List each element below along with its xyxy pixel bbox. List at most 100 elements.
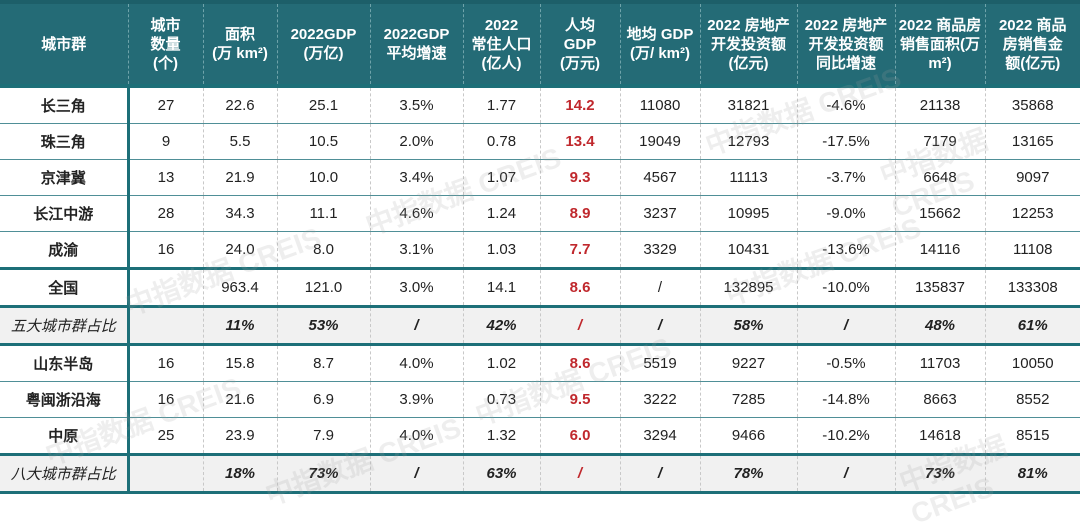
table-cell: 4567 <box>619 159 700 196</box>
table-cell: 13 <box>127 159 203 196</box>
row-label: 粤闽浙沿海 <box>0 381 130 418</box>
row-label: 山东半岛 <box>0 344 130 382</box>
table-cell: 1.32 <box>462 417 540 455</box>
table-cell: 5519 <box>619 344 700 382</box>
table-cell: 15662 <box>894 195 985 232</box>
table-cell: / <box>796 453 895 494</box>
row-label: 八大城市群占比 <box>0 453 130 494</box>
table-cell: 11113 <box>699 159 797 196</box>
table-cell: -17.5% <box>796 123 895 160</box>
table-cell: 9.5 <box>539 381 620 418</box>
table-cell: 4.0% <box>369 344 463 382</box>
header-row: 城市群 城市 数量 (个) 面积 (万 km²) 2022GDP (万亿) 2022GD… <box>0 2 1080 86</box>
table-row: 珠三角 9 5.5 10.5 2.0% 0.78 13.4 19049 12793 -17.5% 7… <box>0 123 1080 160</box>
table-cell: -9.0% <box>796 195 895 232</box>
table-cell: 1.02 <box>462 344 540 382</box>
table-cell: 8.6 <box>539 267 620 307</box>
table-cell: 5.5 <box>202 123 277 160</box>
table-cell: 24.0 <box>202 231 277 269</box>
table-row: 五大城市群占比 11% 53%/42% //58%/48% 61% <box>0 305 1080 346</box>
table-cell: 61% <box>984 305 1080 346</box>
table-row: 八大城市群占比 18% 73%/63% //78%/73% 81% <box>0 453 1080 494</box>
table-row: 全国 963.4 121.0 3.0% 14.1 8.6/132895 -10.0% 1358… <box>0 267 1080 307</box>
table-cell: 16 <box>127 344 203 382</box>
table-cell: 3237 <box>619 195 700 232</box>
table-cell: 3294 <box>619 417 700 455</box>
table-cell: 11% <box>202 305 277 346</box>
column-header: 2022GDP 平均增速 <box>369 2 463 86</box>
table-cell: 133308 <box>984 267 1080 307</box>
table-cell: 10995 <box>699 195 797 232</box>
table-cell: 14618 <box>894 417 985 455</box>
table-cell: -3.7% <box>796 159 895 196</box>
table-cell: 1.07 <box>462 159 540 196</box>
table-cell: 6.0 <box>539 417 620 455</box>
table-cell: 27 <box>127 86 203 124</box>
table-cell: 1.24 <box>462 195 540 232</box>
table-cell: 7.7 <box>539 231 620 269</box>
table-cell: 25 <box>127 417 203 455</box>
table-cell: 18% <box>202 453 277 494</box>
column-header: 地均 GDP (万/ km²) <box>619 2 700 86</box>
row-label: 长江中游 <box>0 195 130 232</box>
column-header: 城市群 <box>0 2 128 86</box>
table-cell: 3.4% <box>369 159 463 196</box>
table-cell: 11.1 <box>276 195 370 232</box>
table-cell: 121.0 <box>276 267 370 307</box>
table-cell: 78% <box>699 453 797 494</box>
table-cell: / <box>619 267 700 307</box>
table-cell: 6648 <box>894 159 985 196</box>
table-cell: 13.4 <box>539 123 620 160</box>
table-cell: 8.6 <box>539 344 620 382</box>
table-cell: 8.0 <box>276 231 370 269</box>
table-cell: 48% <box>894 305 985 346</box>
column-header: 2022 房地产 开发投资额 同比增速 <box>796 2 895 86</box>
table-cell: 9097 <box>984 159 1080 196</box>
table-cell: 42% <box>462 305 540 346</box>
table-cell: -14.8% <box>796 381 895 418</box>
table-cell: 73% <box>276 453 370 494</box>
table-cell: 9 <box>127 123 203 160</box>
table-cell: -4.6% <box>796 86 895 124</box>
table-row: 京津冀 13 21.9 10.0 3.4% 1.07 9.3 4567 11113 -3.7% 66… <box>0 159 1080 196</box>
row-label: 五大城市群占比 <box>0 305 130 346</box>
table-row: 长江中游 28 34.3 11.1 4.6% 1.24 8.9 3237 10995 -9.0% 1… <box>0 195 1080 232</box>
table-cell: 8515 <box>984 417 1080 455</box>
table-cell: 81% <box>984 453 1080 494</box>
table-cell <box>127 453 203 494</box>
table-cell: 28 <box>127 195 203 232</box>
table-cell: 10.0 <box>276 159 370 196</box>
row-label: 京津冀 <box>0 159 130 196</box>
table-cell: 963.4 <box>202 267 277 307</box>
table-cell: 53% <box>276 305 370 346</box>
column-header: 2022GDP (万亿) <box>276 2 370 86</box>
table-cell: 135837 <box>894 267 985 307</box>
table-row: 成渝 16 24.0 8.0 3.1% 1.03 7.7 3329 10431 -13.6% 141… <box>0 231 1080 269</box>
table-cell: -0.5% <box>796 344 895 382</box>
table-cell: 8663 <box>894 381 985 418</box>
table-cell: -13.6% <box>796 231 895 269</box>
table-row: 粤闽浙沿海 16 21.6 6.9 3.9% 0.73 9.5 3222 7285 -14.8% 8… <box>0 381 1080 418</box>
table-cell: 21.6 <box>202 381 277 418</box>
column-header: 面积 (万 km²) <box>202 2 277 86</box>
table-cell: 10431 <box>699 231 797 269</box>
table-cell: 14.1 <box>462 267 540 307</box>
table-cell: 58% <box>699 305 797 346</box>
table-cell: 7179 <box>894 123 985 160</box>
table-cell: 21.9 <box>202 159 277 196</box>
table-cell: 11703 <box>894 344 985 382</box>
row-label: 全国 <box>0 267 130 307</box>
table-cell: 16 <box>127 231 203 269</box>
table-row: 中原 25 23.9 7.9 4.0% 1.32 6.0 3294 9466 -10.2% 1461… <box>0 417 1080 455</box>
table-cell <box>127 267 203 307</box>
table-cell: 3.1% <box>369 231 463 269</box>
table-cell: 8552 <box>984 381 1080 418</box>
table-cell: 1.03 <box>462 231 540 269</box>
table-cell: / <box>539 453 620 494</box>
table-cell: 12793 <box>699 123 797 160</box>
table-cell: -10.2% <box>796 417 895 455</box>
table-cell: 3.5% <box>369 86 463 124</box>
table-cell: / <box>619 305 700 346</box>
table-cell: 9466 <box>699 417 797 455</box>
table-cell: 3222 <box>619 381 700 418</box>
